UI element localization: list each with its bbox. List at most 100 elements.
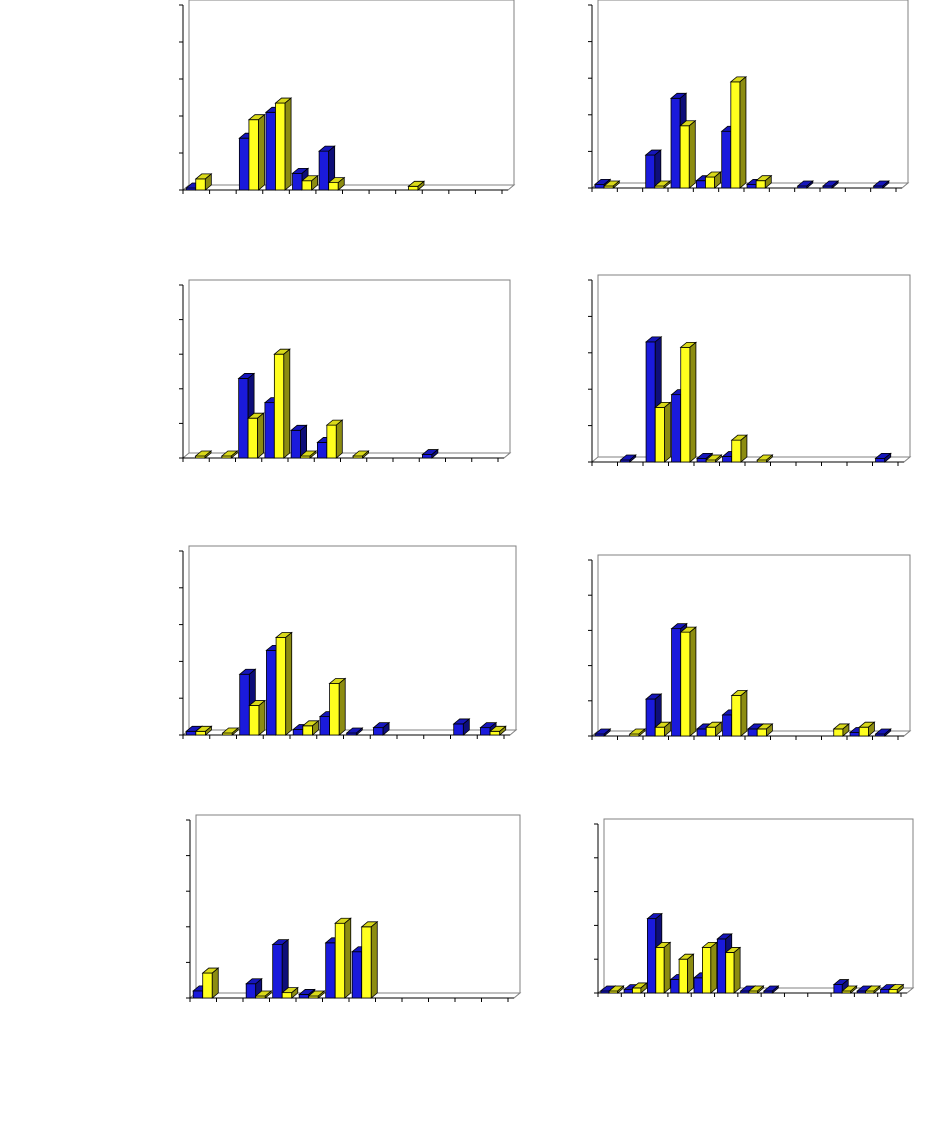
bar-front [833, 728, 844, 737]
bar-front [670, 979, 680, 994]
bar-front [705, 176, 716, 189]
bar-series-b [654, 721, 672, 737]
bar-side [710, 941, 718, 994]
bar-front [302, 725, 313, 736]
bar-side [382, 721, 390, 736]
bar-side [312, 719, 319, 736]
bar-chart-1 [179, 0, 516, 194]
bar-series-b [274, 97, 293, 191]
bar-series-b [325, 419, 344, 459]
bar-series-b [194, 725, 213, 736]
bar-front [238, 137, 250, 191]
bar-series-a [421, 448, 439, 459]
bar-series-b [679, 626, 698, 737]
bar-front [880, 989, 890, 994]
bar-series-b [299, 450, 318, 459]
bar-front [725, 952, 735, 994]
bar-side [714, 171, 722, 189]
floor [590, 456, 912, 463]
bar-front [858, 726, 869, 737]
bar-series-b [654, 941, 672, 994]
bar-series-b [864, 985, 882, 994]
bar-series-b [678, 953, 695, 994]
bar-series-b [654, 401, 672, 463]
bar-series-b [221, 727, 240, 736]
bar-front [671, 394, 682, 463]
bar-front [716, 938, 727, 994]
bar-series-a [452, 718, 471, 736]
bar-side [868, 721, 875, 737]
bar-series-b [603, 180, 621, 189]
bar-front [594, 183, 605, 189]
bar-side [211, 967, 219, 999]
bar-series-b [755, 174, 773, 189]
bar-front [248, 705, 260, 736]
bar-front [888, 989, 898, 994]
bar-side [739, 76, 747, 189]
bar-front [301, 180, 313, 191]
bar-series-b [730, 434, 749, 463]
bar-front [247, 417, 258, 459]
bar-front [849, 732, 860, 737]
bar-chart-8 [594, 818, 915, 997]
bar-chart-2 [588, 0, 910, 192]
bar-front [833, 984, 843, 994]
bar-series-a [762, 985, 780, 994]
bar-series-a [271, 938, 290, 999]
bar-series-b [274, 631, 293, 736]
bar-front [326, 424, 337, 459]
bar-front [722, 714, 733, 737]
bar-side [733, 946, 741, 994]
bar-series-b [832, 723, 851, 737]
back-wall [597, 554, 911, 732]
bar-side [311, 174, 319, 191]
bar-series-a [593, 728, 612, 737]
bar-side [231, 727, 239, 736]
bar-front [195, 178, 206, 191]
bar-front [755, 180, 766, 189]
bar-side [740, 689, 748, 737]
bar-side [617, 985, 624, 994]
bar-series-b [628, 728, 647, 737]
bar-chart-5 [179, 545, 518, 739]
bar-front [238, 378, 249, 459]
back-wall [188, 545, 517, 731]
bar-side [884, 728, 892, 737]
bar-series-b [704, 171, 722, 189]
bar-series-a [872, 180, 890, 189]
bar-front [671, 628, 682, 737]
back-wall [597, 0, 909, 184]
bar-side [766, 723, 773, 737]
bar-series-a [372, 721, 391, 736]
bar-series-b [281, 986, 299, 999]
bar-front [239, 673, 250, 736]
bar-series-b [300, 174, 319, 191]
bar-series-b [724, 946, 742, 994]
bar-front [647, 918, 657, 994]
bar-front [696, 457, 707, 463]
bar-front [731, 439, 742, 463]
bar-front [453, 723, 464, 736]
bar-chart-3 [179, 279, 512, 462]
bar-front [325, 942, 336, 999]
bar-side [715, 721, 722, 737]
bar-series-b [488, 725, 507, 736]
bar-front [632, 987, 642, 994]
bar-series-b [328, 677, 347, 736]
floor [181, 184, 516, 191]
bar-side [291, 986, 299, 999]
bar-front [272, 944, 283, 999]
bar-front [351, 951, 363, 999]
bar-side [499, 725, 507, 736]
bar-side [638, 728, 646, 737]
bar-front [266, 649, 277, 736]
bar-side [285, 631, 293, 736]
bar-front [655, 946, 665, 994]
bar-side [663, 941, 671, 994]
bar-side [344, 917, 352, 999]
bar-series-b [631, 982, 648, 994]
bar-front [645, 341, 656, 463]
bar-chart-7 [186, 814, 522, 1002]
bar-side [417, 180, 425, 191]
bar-front [202, 972, 213, 999]
